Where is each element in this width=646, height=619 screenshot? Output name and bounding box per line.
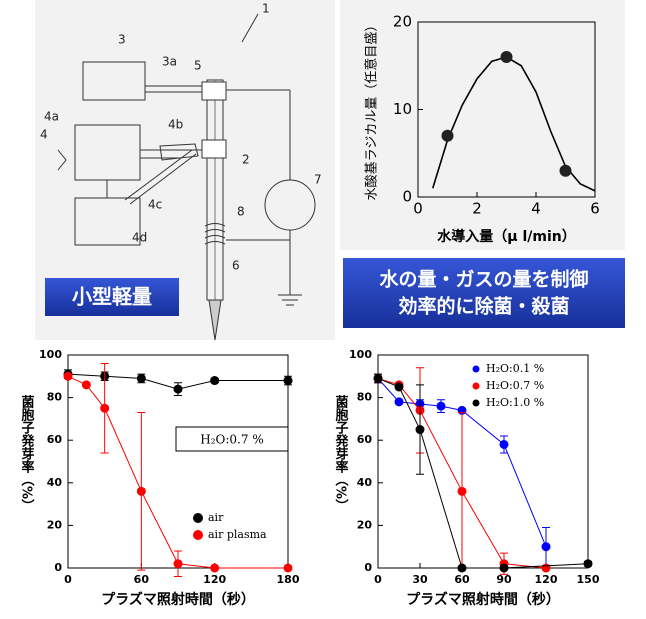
- marker: [415, 425, 425, 435]
- part-label: 2: [242, 153, 250, 167]
- part-label: 3a: [162, 55, 177, 69]
- x-tick-label: 60: [454, 573, 470, 586]
- y-tick-label: 40: [357, 476, 373, 489]
- marker: [210, 563, 220, 573]
- legend-marker: [472, 382, 480, 390]
- x-tick-label: 90: [496, 573, 512, 586]
- y-tick-label: 40: [47, 476, 63, 489]
- chart-background: [340, 0, 625, 250]
- y-tick-label: 10: [393, 100, 412, 118]
- y-axis-label: 水酸基ラジカル量（任意目盛）: [364, 19, 380, 201]
- x-axis-label: 水導入量（μ l/min）: [437, 228, 575, 245]
- part-label: 1: [262, 2, 270, 16]
- marker: [541, 563, 551, 573]
- y-tick-label: 80: [47, 391, 63, 404]
- x-axis-label: プラズマ照射時間（秒）: [406, 591, 560, 608]
- y-tick-label: 20: [357, 518, 373, 531]
- x-tick-label: 30: [412, 573, 428, 586]
- legend-marker: [193, 530, 203, 540]
- x-tick-label: 0: [413, 200, 423, 218]
- marker: [173, 384, 183, 394]
- marker: [583, 559, 593, 569]
- marker: [283, 376, 293, 386]
- x-tick-label: 60: [134, 573, 150, 586]
- part-label: 4b: [168, 118, 183, 132]
- marker: [541, 542, 551, 552]
- x-tick-label: 120: [535, 573, 558, 586]
- y-tick-label: 0: [54, 561, 62, 574]
- x-tick-label: 2: [472, 200, 482, 218]
- banner-line: 水の量・ガスの量を制御: [379, 268, 588, 291]
- legend-label: H₂O:1.0 %: [486, 396, 544, 409]
- marker: [210, 376, 220, 386]
- y-tick-label: 20: [393, 13, 412, 31]
- part-label: 6: [232, 259, 240, 273]
- banner-box: [343, 258, 625, 328]
- y-tick-label: 60: [47, 433, 63, 446]
- marker: [100, 403, 110, 413]
- part-label: 8: [237, 205, 245, 219]
- y-tick-label: 100: [39, 348, 62, 361]
- part-label: 4a: [44, 110, 59, 124]
- part-label: 4c: [148, 198, 162, 212]
- y-tick-label: 0: [402, 188, 412, 206]
- y-axis-label: 菌胞子発芽率（%）: [333, 394, 350, 512]
- legend-marker: [472, 365, 480, 373]
- marker: [283, 563, 293, 573]
- y-tick-label: 80: [357, 391, 373, 404]
- part-label: 7: [314, 173, 322, 187]
- banner-line: 効率的に除菌・殺菌: [398, 295, 569, 318]
- y-tick-label: 0: [364, 561, 372, 574]
- y-axis-label: 菌胞子発芽率（%）: [19, 394, 36, 512]
- x-tick-label: 0: [374, 573, 382, 586]
- marker: [500, 51, 513, 63]
- legend-label: air: [208, 511, 224, 524]
- x-tick-label: 0: [64, 573, 72, 586]
- x-tick-label: 150: [577, 573, 600, 586]
- x-tick-label: 180: [277, 573, 300, 586]
- legend-marker: [472, 399, 480, 407]
- marker: [436, 401, 446, 411]
- part-label: 4: [40, 128, 48, 142]
- legend-marker: [193, 513, 203, 523]
- plot-frame: [377, 354, 589, 569]
- y-tick-label: 20: [47, 518, 63, 531]
- marker: [63, 371, 73, 381]
- annotation-box: [175, 426, 289, 452]
- caption-box: [45, 278, 179, 316]
- series-line: [67, 373, 288, 390]
- caption: 小型軽量: [72, 285, 152, 309]
- x-tick-label: 4: [531, 200, 541, 218]
- part-label: 3: [118, 33, 126, 47]
- x-tick-label: 6: [590, 200, 600, 218]
- legend-label: H₂O:0.1 %: [486, 362, 544, 375]
- marker: [394, 397, 404, 407]
- legend-label: H₂O:0.7 %: [486, 379, 544, 392]
- part-label: 5: [194, 59, 202, 73]
- marker: [457, 486, 467, 496]
- marker: [136, 486, 146, 496]
- marker: [499, 439, 509, 449]
- part-label: 4d: [132, 231, 147, 245]
- marker: [81, 380, 91, 390]
- marker: [457, 563, 467, 573]
- marker: [441, 129, 454, 142]
- marker: [394, 382, 404, 392]
- annotation: H₂O:0.7 %: [200, 433, 263, 447]
- marker: [499, 563, 509, 573]
- marker: [559, 164, 572, 177]
- x-tick-label: 120: [203, 573, 226, 586]
- marker: [173, 559, 183, 569]
- marker: [373, 373, 383, 383]
- y-tick-label: 100: [349, 348, 372, 361]
- x-axis-label: プラズマ照射時間（秒）: [101, 591, 255, 608]
- y-tick-label: 60: [357, 433, 373, 446]
- marker: [136, 373, 146, 383]
- legend-label: air plasma: [208, 528, 267, 541]
